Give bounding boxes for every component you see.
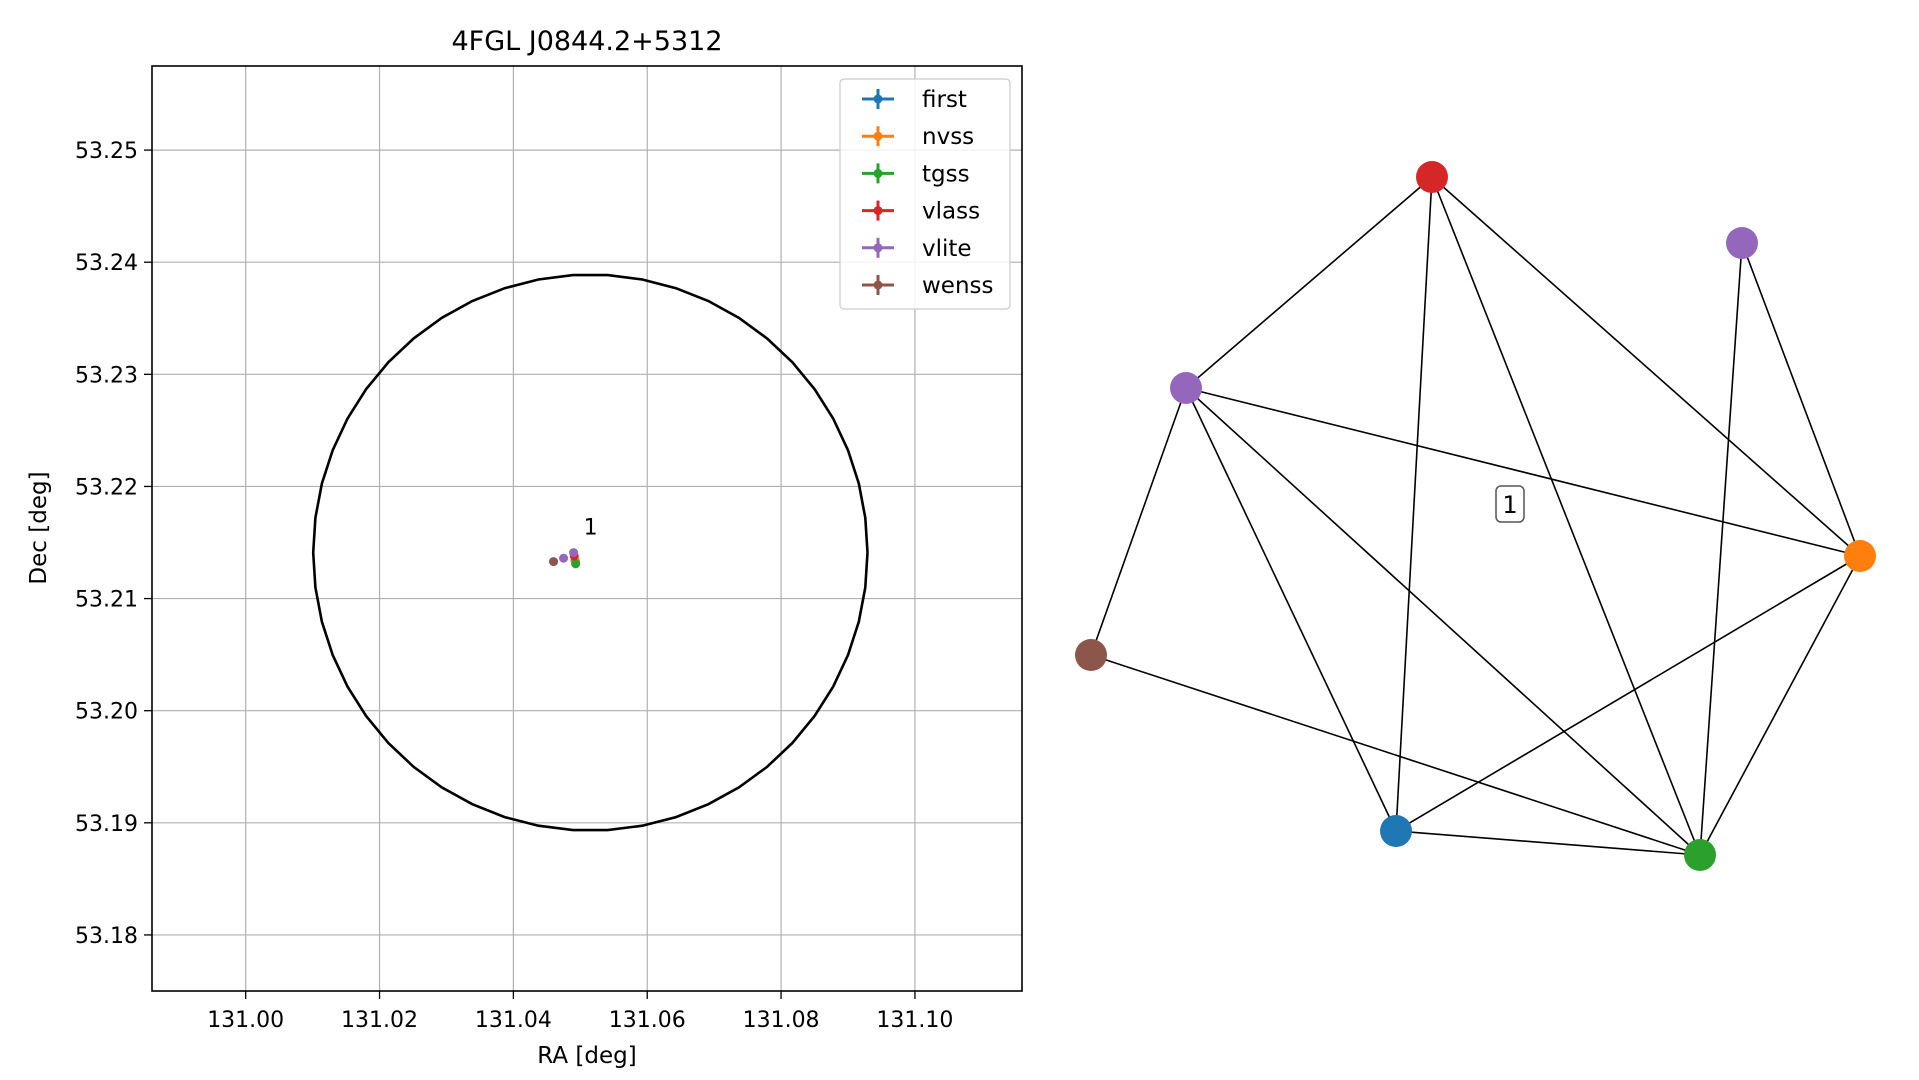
node-vlite_a bbox=[1726, 227, 1758, 259]
circle-outline bbox=[311, 273, 869, 832]
y-tick-label: 53.18 bbox=[75, 924, 138, 949]
legend-label: vlite bbox=[922, 236, 972, 262]
edge-nvss-tgss bbox=[1699, 555, 1861, 856]
point-vlite bbox=[569, 548, 579, 558]
point-vlite bbox=[559, 553, 569, 563]
cluster-label: 1 bbox=[1502, 491, 1517, 519]
edge-vlite_b-wenss bbox=[1090, 387, 1187, 656]
localization-circle bbox=[311, 273, 869, 832]
node-tgss bbox=[1684, 839, 1716, 871]
network-edges bbox=[1090, 176, 1861, 856]
x-axis-label: RA [deg] bbox=[537, 1043, 636, 1069]
legend-entry-tgss: tgss bbox=[862, 161, 970, 187]
legend-marker-dot bbox=[873, 94, 883, 104]
y-tick-label: 53.23 bbox=[75, 363, 138, 388]
edge-vlass-tgss bbox=[1431, 176, 1701, 856]
edge-vlite_b-tgss bbox=[1185, 387, 1701, 856]
legend-entry-vlass: vlass bbox=[862, 199, 980, 225]
edge-first-nvss bbox=[1395, 555, 1861, 832]
y-axis-ticks: 53.18 53.19 53.20 53.21 53.22 53.23 53.24 53.25 bbox=[75, 139, 152, 949]
data-points bbox=[549, 548, 581, 569]
edge-vlass-first bbox=[1395, 176, 1433, 832]
x-tick-label: 131.00 bbox=[207, 1008, 284, 1033]
source-label: 1 bbox=[584, 516, 598, 541]
legend-entry-vlite: vlite bbox=[862, 236, 972, 262]
x-axis-ticks: 131.00 131.02 131.04 131.06 131.08 131.10 bbox=[207, 991, 953, 1033]
legend-marker-dot bbox=[873, 131, 883, 141]
x-tick-label: 131.04 bbox=[475, 1008, 552, 1033]
legend-entry-nvss: nvss bbox=[862, 124, 974, 150]
x-tick-label: 131.10 bbox=[876, 1008, 953, 1033]
edge-vlite_b-nvss bbox=[1185, 387, 1861, 557]
network-nodes bbox=[1075, 161, 1876, 871]
node-vlite_b bbox=[1170, 372, 1202, 404]
edge-first-tgss bbox=[1395, 830, 1701, 856]
legend-marker-dot bbox=[873, 243, 883, 253]
edge-vlite_a-nvss bbox=[1741, 242, 1861, 557]
node-first bbox=[1380, 815, 1412, 847]
legend-entry-first: first bbox=[862, 87, 967, 113]
y-tick-label: 53.21 bbox=[75, 588, 138, 613]
node-vlass bbox=[1416, 161, 1448, 193]
legend-label: nvss bbox=[922, 124, 974, 150]
y-tick-label: 53.19 bbox=[75, 812, 138, 837]
edge-wenss-tgss bbox=[1090, 654, 1701, 856]
y-tick-label: 53.24 bbox=[75, 251, 138, 276]
edge-vlass-vlite_b bbox=[1185, 176, 1433, 389]
legend: first nvss tgss vlass vlite wenss bbox=[839, 78, 1011, 310]
edge-vlass-nvss bbox=[1431, 176, 1861, 557]
legend-label: first bbox=[922, 87, 967, 113]
node-wenss bbox=[1075, 639, 1107, 671]
cluster-label-box: 1 bbox=[1495, 485, 1525, 523]
node-nvss bbox=[1844, 540, 1876, 572]
x-tick-label: 131.02 bbox=[341, 1008, 418, 1033]
legend-label: wenss bbox=[922, 273, 994, 299]
legend-marker-dot bbox=[873, 280, 883, 290]
plot-frame bbox=[151, 65, 1023, 992]
sky-plot: 4FGL J0844.2+5312 1 131.00 131.02 131.04 13… bbox=[26, 26, 1023, 1069]
y-axis-label: Dec [deg] bbox=[26, 471, 52, 584]
x-tick-label: 131.08 bbox=[743, 1008, 820, 1033]
y-tick-label: 53.20 bbox=[75, 700, 138, 725]
y-tick-label: 53.25 bbox=[75, 139, 138, 164]
point-wenss bbox=[549, 557, 559, 567]
edge-vlite_a-tgss bbox=[1699, 242, 1743, 856]
x-tick-label: 131.06 bbox=[609, 1008, 686, 1033]
legend-label: vlass bbox=[922, 199, 980, 225]
point-tgss bbox=[571, 559, 581, 569]
edge-vlite_b-first bbox=[1185, 387, 1397, 832]
legend-marker-dot bbox=[873, 206, 883, 216]
legend-entry-wenss: wenss bbox=[862, 273, 994, 299]
legend-marker-dot bbox=[873, 168, 883, 178]
plot-title: 4FGL J0844.2+5312 bbox=[451, 26, 722, 57]
legend-label: tgss bbox=[922, 161, 970, 187]
network-graph: 1 bbox=[1075, 161, 1876, 871]
y-tick-label: 53.22 bbox=[75, 475, 138, 500]
